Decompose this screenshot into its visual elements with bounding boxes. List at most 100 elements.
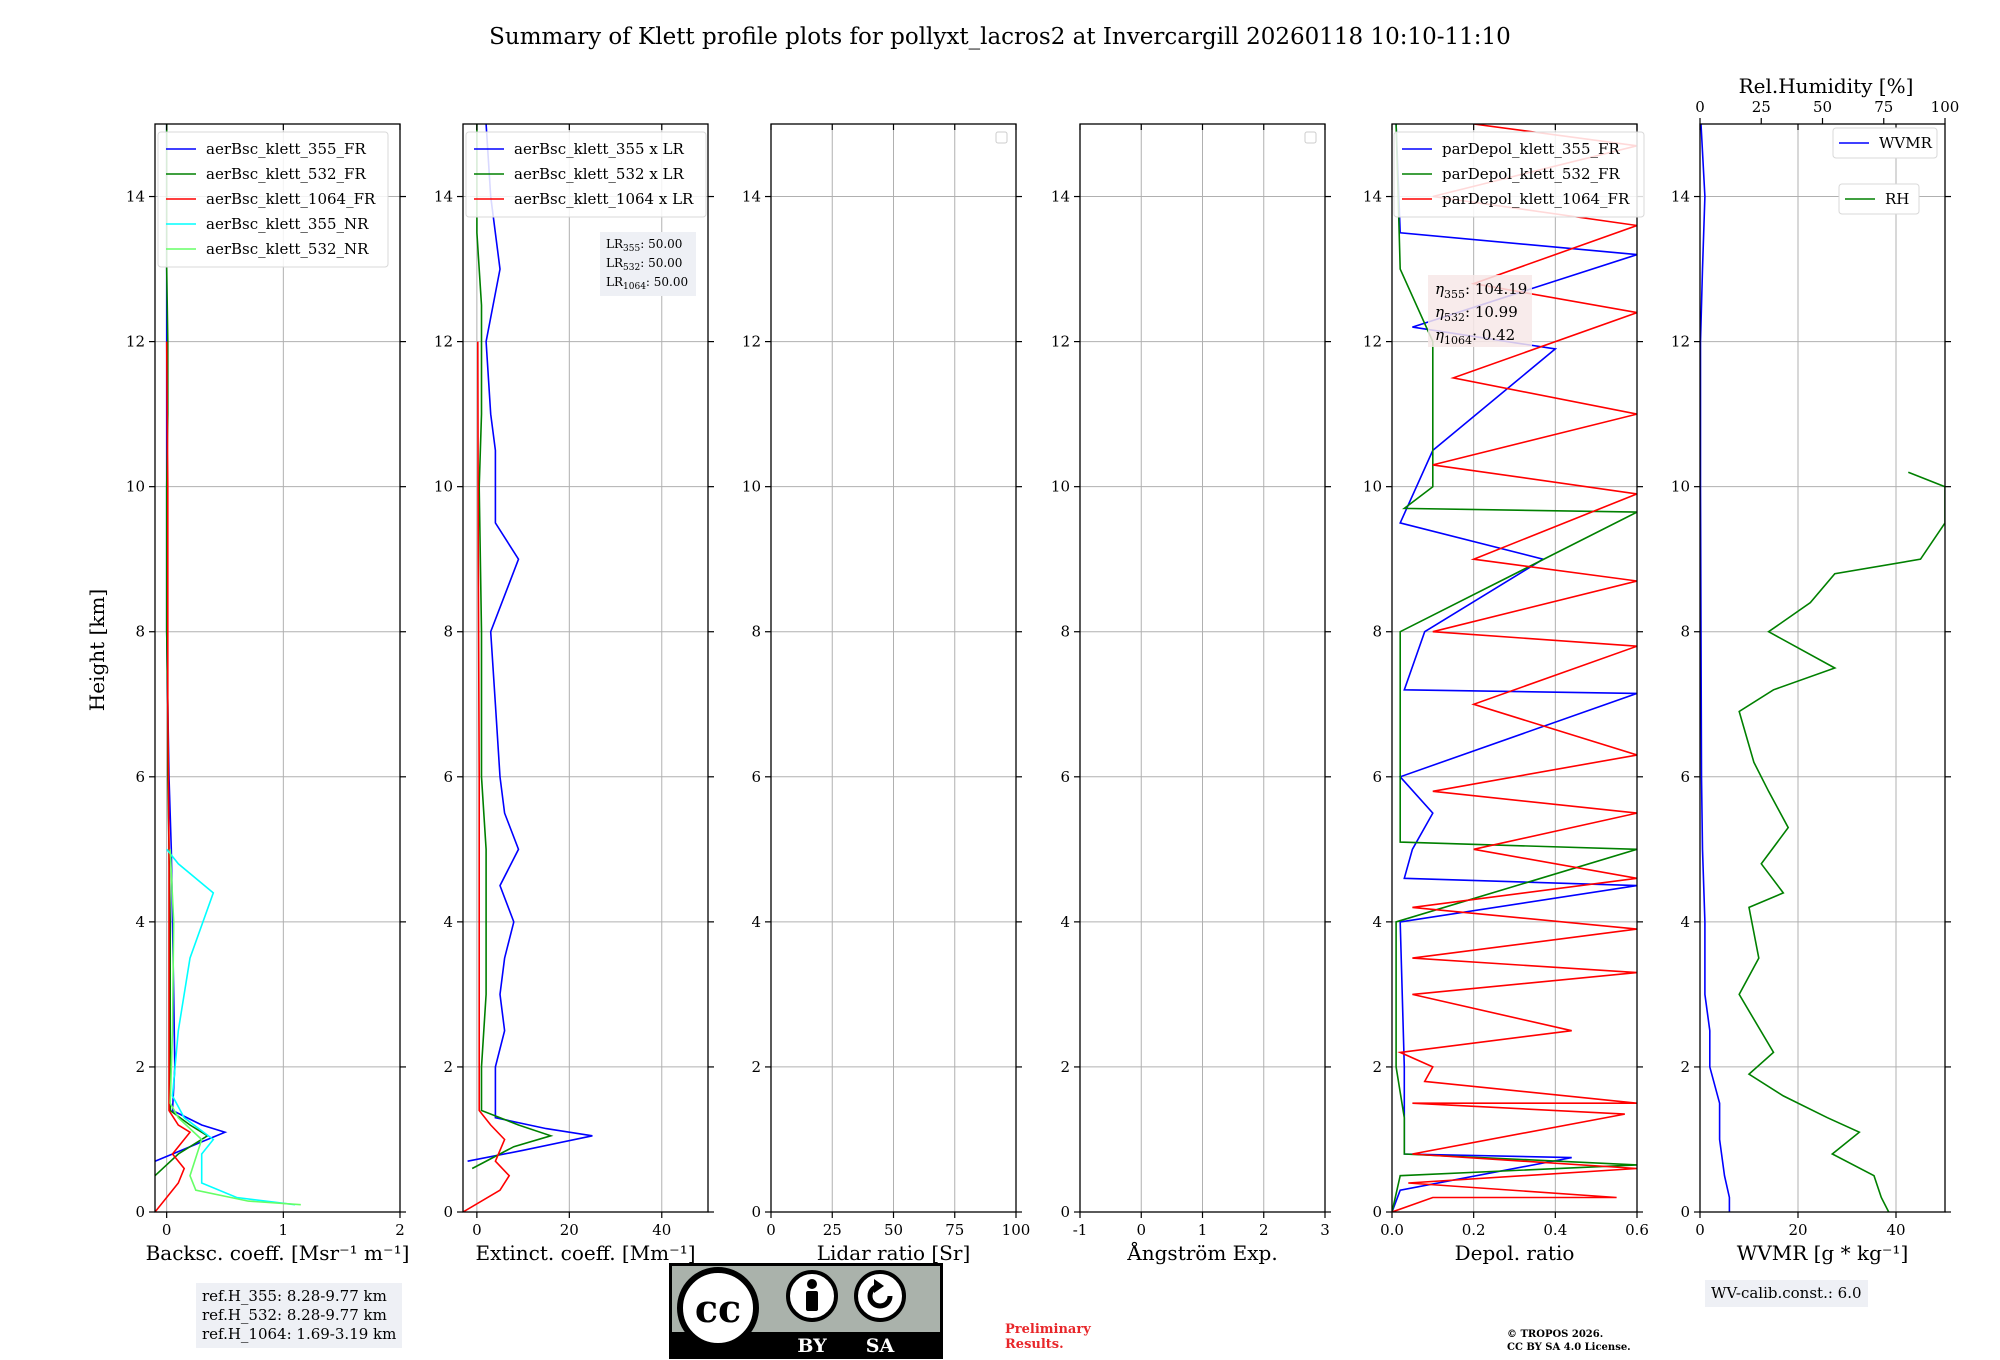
legend-entry: aerBsc_klett_355_NR: [206, 215, 369, 233]
x-tick-label: 50: [884, 1221, 903, 1239]
x-tick-label: 1: [1198, 1221, 1208, 1239]
legend-entry: parDepol_klett_532_FR: [1442, 165, 1620, 183]
cc-icon: [677, 1267, 759, 1349]
x-tick-label: -1: [1073, 1221, 1088, 1239]
empty-legend: [995, 131, 1008, 144]
preliminary-note: Preliminary Results.: [1005, 1322, 1091, 1352]
legend-box: [1832, 127, 1938, 159]
y-tick-label: 14: [1051, 188, 1070, 206]
x-tick-label: 0.2: [1462, 1221, 1486, 1239]
x-tick-label: 40: [652, 1221, 671, 1239]
series-line-aerBsc_klett_532_NR: [169, 849, 301, 1206]
empty-legend: [1304, 131, 1317, 144]
y-tick-label: 6: [135, 768, 145, 786]
legend-entry: WVMR: [1879, 134, 1933, 152]
x-axis-label: Lidar ratio [Sr]: [817, 1241, 971, 1265]
lr1064-value: 50.00: [654, 275, 688, 289]
legend-entry: aerBsc_klett_532 x LR: [514, 165, 685, 183]
y-tick-label: 10: [1051, 478, 1070, 496]
x-tick-label: 3: [1320, 1221, 1330, 1239]
legend-entry: parDepol_klett_355_FR: [1442, 140, 1620, 158]
x-tick-label: 40: [1886, 1221, 1905, 1239]
y-tick-label: 0: [751, 1203, 761, 1221]
y-tick-label: 0: [135, 1203, 145, 1221]
x-axis-label: Depol. ratio: [1455, 1241, 1575, 1265]
series-line-aerBsc_klett_532 x LR: [471, 124, 554, 1170]
y-tick-label: 2: [443, 1058, 453, 1076]
legend-box: [1393, 131, 1645, 218]
y-tick-label: 14: [1363, 188, 1382, 206]
top-tick-label: 25: [1752, 98, 1771, 116]
y-tick-label: 10: [1671, 478, 1690, 496]
legend-entry: aerBsc_klett_355_FR: [206, 140, 366, 158]
y-tick-label: 8: [1060, 623, 1070, 641]
series-line-aerBsc_klett_1064 x LR: [463, 341, 511, 1212]
y-tick-label: 10: [1363, 478, 1382, 496]
y-tick-label: 12: [126, 333, 145, 351]
y-tick-label: 2: [1680, 1058, 1690, 1076]
y-tick-label: 0: [443, 1203, 453, 1221]
y-tick-label: 4: [135, 913, 145, 931]
y-tick-label: 0: [1680, 1203, 1690, 1221]
y-tick-label: 6: [1060, 768, 1070, 786]
y-tick-label: 6: [1372, 768, 1382, 786]
x-tick-label: 0: [472, 1221, 482, 1239]
x-tick-label: 0: [766, 1221, 776, 1239]
x-axis-label: Ångström Exp.: [1126, 1240, 1277, 1265]
y-tick-label: 12: [1363, 333, 1382, 351]
y-tick-label: 4: [1680, 913, 1690, 931]
panel-lidar-ratio: 0 25 50 75 100 0 2 4 6 8 10 12 14 Lidar ratio [Sr]: [742, 123, 1031, 1265]
x-tick-label: 25: [823, 1221, 842, 1239]
y-tick-label: 2: [751, 1058, 761, 1076]
series-line-aerBsc_klett_355 x LR: [467, 124, 593, 1162]
top-tick-label: 50: [1813, 98, 1832, 116]
top-tick-label: 75: [1874, 98, 1893, 116]
ref-h-1064: ref.H_1064: 1.69-3.19 km: [202, 1325, 397, 1343]
y-axis-label: Height [km]: [85, 589, 109, 711]
y-tick-label: 12: [1671, 333, 1690, 351]
y-tick-label: 10: [126, 478, 145, 496]
top-tick-label: 0: [1695, 98, 1705, 116]
y-tick-label: 6: [751, 768, 761, 786]
x-axis-label: Backsc. coeff. [Msr⁻¹ m⁻¹]: [146, 1241, 410, 1265]
y-tick-label: 10: [434, 478, 453, 496]
y-tick-label: 4: [1060, 913, 1070, 931]
legend-entry: aerBsc_klett_1064_FR: [206, 190, 376, 208]
lr532-value: 50.00: [648, 256, 682, 270]
cc-sa-text: SA: [866, 1335, 895, 1357]
panel-wvmr-rh: 0 20 40 0 2 4 6 8 10 12 14 0 25 50 75 100 WVMR [g * kg⁻¹…: [1671, 98, 1959, 1265]
x-tick-label: 100: [1002, 1221, 1031, 1239]
legend-box: [465, 131, 707, 218]
x-tick-label: 0: [1136, 1221, 1146, 1239]
svg-text:cc: cc: [695, 1286, 741, 1331]
copyright-note: © TROPOS 2026. CC BY SA 4.0 License.: [1507, 1329, 1631, 1353]
series-line-parDepol_klett_532_FR: [1392, 124, 1637, 1212]
y-tick-label: 6: [443, 768, 453, 786]
angstrom-annotation: η355: 104.19 η532: 10.99 η1064: 0.42: [1428, 275, 1532, 347]
x-tick-label: 2: [395, 1221, 405, 1239]
y-tick-label: 14: [1671, 188, 1690, 206]
series-line-aerBsc_klett_355_FR: [155, 124, 228, 1162]
y-tick-label: 4: [443, 913, 453, 931]
x-tick-label: 0.4: [1543, 1221, 1567, 1239]
axes-frame: [462, 123, 709, 1213]
y-tick-label: 8: [1680, 623, 1690, 641]
series-line-RH: [1738, 471, 1945, 1212]
y-tick-label: 10: [742, 478, 761, 496]
x-tick-label: 0.6: [1625, 1221, 1649, 1239]
y-tick-label: 8: [443, 623, 453, 641]
y-tick-label: 4: [1372, 913, 1382, 931]
eta532-value: 10.99: [1475, 303, 1518, 321]
y-tick-label: 0: [1372, 1203, 1382, 1221]
x-tick-label: 20: [560, 1221, 579, 1239]
legend-box: [157, 131, 389, 268]
y-tick-label: 14: [742, 188, 761, 206]
legend-entry: RH: [1885, 190, 1909, 208]
ref-h-532: ref.H_532: 8.28-9.77 km: [202, 1306, 387, 1324]
lr355-value: 50.00: [648, 237, 682, 251]
y-tick-label: 12: [434, 333, 453, 351]
wv-calib-box: WV-calib.const.: 6.0: [1705, 1280, 1868, 1307]
